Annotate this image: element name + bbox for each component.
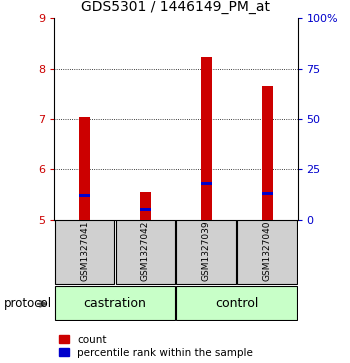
Text: GSM1327041: GSM1327041 xyxy=(80,221,89,281)
Legend: count, percentile rank within the sample: count, percentile rank within the sample xyxy=(60,335,253,358)
Bar xyxy=(201,182,212,185)
FancyBboxPatch shape xyxy=(176,286,297,320)
Text: control: control xyxy=(215,297,258,310)
Text: protocol: protocol xyxy=(4,297,52,310)
Bar xyxy=(140,192,151,220)
Title: GDS5301 / 1446149_PM_at: GDS5301 / 1446149_PM_at xyxy=(81,0,270,15)
Text: GSM1327039: GSM1327039 xyxy=(202,221,211,281)
Bar xyxy=(79,117,90,220)
Bar xyxy=(261,192,273,195)
FancyBboxPatch shape xyxy=(176,220,236,284)
Bar xyxy=(261,86,273,220)
FancyBboxPatch shape xyxy=(116,220,175,284)
Text: GSM1327040: GSM1327040 xyxy=(262,221,272,281)
FancyBboxPatch shape xyxy=(237,220,297,284)
Bar xyxy=(140,208,151,211)
FancyBboxPatch shape xyxy=(55,220,114,284)
Bar xyxy=(201,57,212,220)
Text: castration: castration xyxy=(84,297,147,310)
Text: GSM1327042: GSM1327042 xyxy=(141,221,150,281)
FancyBboxPatch shape xyxy=(55,286,175,320)
Bar xyxy=(79,194,90,197)
